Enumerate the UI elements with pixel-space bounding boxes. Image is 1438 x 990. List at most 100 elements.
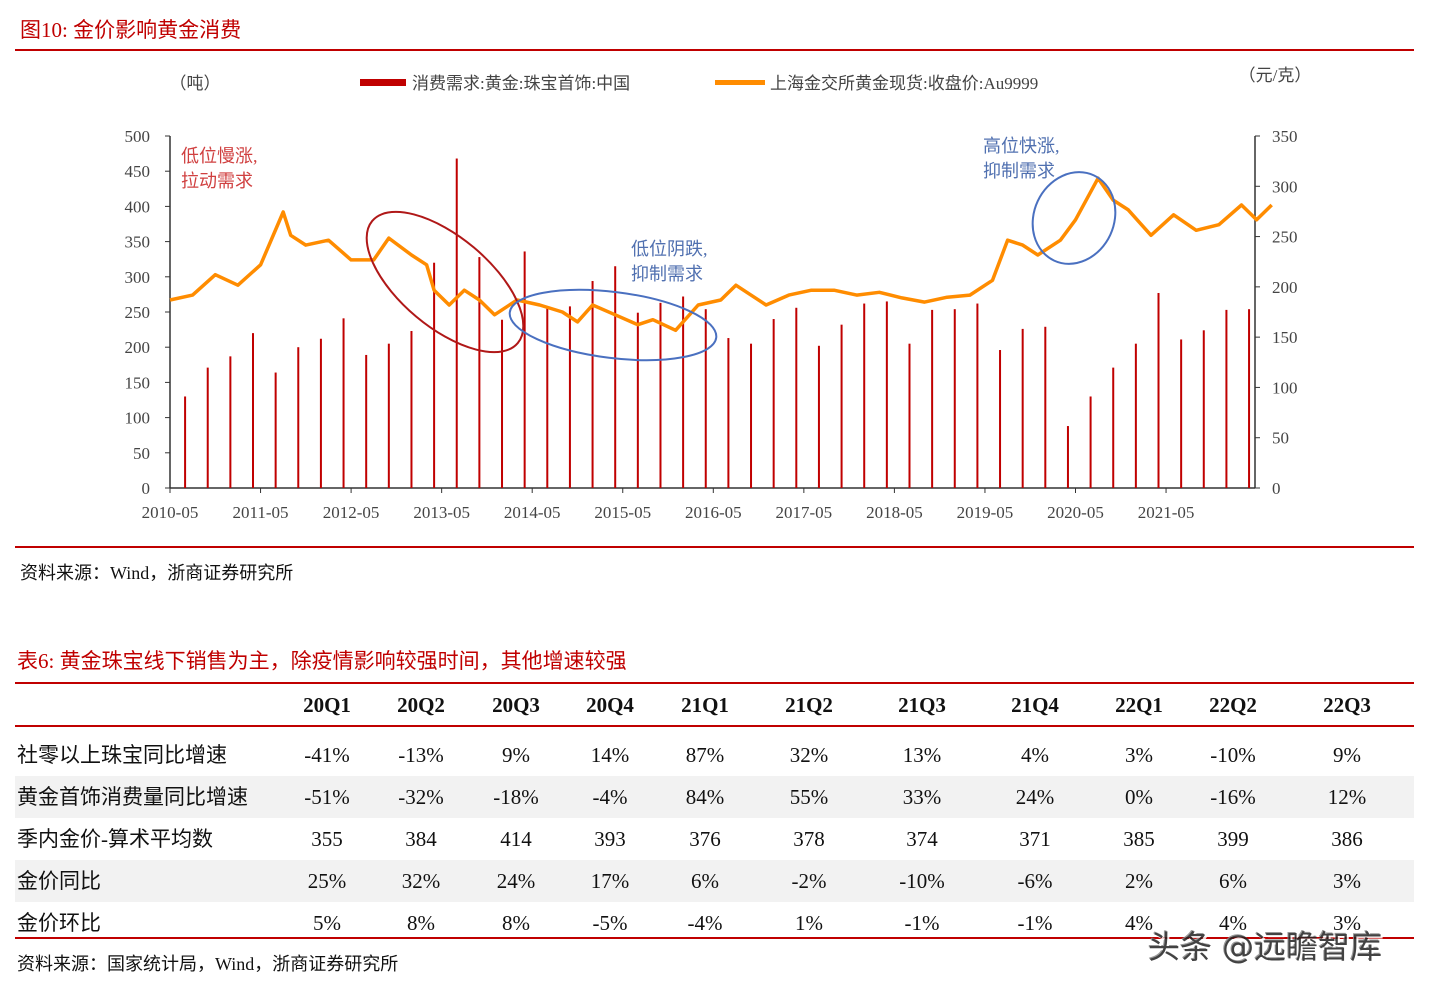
right-unit-label: （元/克） <box>1239 66 1312 85</box>
table-cell: 24% <box>1015 785 1055 809</box>
table-cell: 4% <box>1219 911 1247 935</box>
column-header: 21Q1 <box>681 693 729 717</box>
bar-2019-10 <box>1021 328 1024 488</box>
figure-title: 图10: 金价影响黄金消费 <box>20 18 242 42</box>
table-cell: 385 <box>1123 827 1155 851</box>
legend-bar-swatch <box>360 79 406 86</box>
bar-2014-01 <box>501 319 504 488</box>
bar-2018-04 <box>885 301 888 488</box>
bar-2021-07 <box>1180 339 1183 488</box>
bar-2019-01 <box>953 309 956 488</box>
x-tick-label: 2011-05 <box>233 503 289 522</box>
x-tick-label: 2015-05 <box>594 503 651 522</box>
annotation-text: 低位慢涨, <box>181 146 258 166</box>
table-cell: 17% <box>590 869 630 893</box>
bar-2017-01 <box>772 319 775 488</box>
right-tick-label: 0 <box>1272 479 1281 498</box>
right-tick-label: 100 <box>1272 378 1298 397</box>
table-row: 社零以上珠宝同比增速 -41% -13% 9% 14% 87% 32% 13% 4% 3% -10%… <box>15 734 1414 776</box>
left-tick-label: 50 <box>133 444 150 463</box>
row-label: 社零以上珠宝同比增速 <box>17 743 227 767</box>
annotation-text: 抑制需求 <box>631 264 703 284</box>
right-tick-label: 50 <box>1272 429 1289 448</box>
table-cell: 376 <box>689 827 721 851</box>
column-header: 20Q2 <box>397 693 445 717</box>
table-row: 黄金首饰消费量同比增速 -51% -32% -18% -4% 84% 55% 33% 24% 0%… <box>15 776 1414 818</box>
x-tick-label: 2017-05 <box>776 503 833 522</box>
x-tick-label: 2020-05 <box>1047 503 1104 522</box>
annotation-text: 高位快涨, <box>983 136 1060 156</box>
column-header: 21Q3 <box>898 693 946 717</box>
table-cell: 374 <box>906 827 938 851</box>
x-tick-label: 2013-05 <box>413 503 470 522</box>
table-cell: 87% <box>685 743 725 767</box>
table-cell: 8% <box>502 911 530 935</box>
table-cell: -16% <box>1210 785 1256 809</box>
bar-2010-10 <box>206 367 209 488</box>
bar-2014-07 <box>546 306 549 488</box>
table-cell: 25% <box>307 869 347 893</box>
column-header: 20Q3 <box>492 693 540 717</box>
bar-2012-01 <box>319 338 322 488</box>
bar-2013-10 <box>478 257 481 488</box>
table-cell: 4% <box>1021 743 1049 767</box>
x-tick-label: 2019-05 <box>957 503 1014 522</box>
table-cell: 84% <box>685 785 725 809</box>
legend-bar-label: 消费需求:黄金:珠宝首饰:中国 <box>412 74 630 93</box>
table-cell: 8% <box>407 911 435 935</box>
bar-2013-01 <box>410 331 413 488</box>
table-cell: -4% <box>592 785 628 809</box>
bar-2022-01 <box>1225 309 1228 488</box>
table-source: 资料来源：国家统计局，Wind，浙商证券研究所 <box>17 954 399 974</box>
bar-2022-04 <box>1248 309 1251 488</box>
bar-2011-01 <box>229 356 232 488</box>
bar-2018-01 <box>863 303 866 488</box>
bar-2017-04 <box>795 307 798 488</box>
bar-2020-04 <box>1066 426 1069 488</box>
right-tick-label: 300 <box>1272 177 1298 196</box>
x-tick-label: 2016-05 <box>685 503 742 522</box>
table-cell: -10% <box>1210 743 1256 767</box>
row-label: 金价环比 <box>17 911 101 935</box>
table-cell: 12% <box>1327 785 1367 809</box>
table-cell: 0% <box>1125 785 1153 809</box>
table-cell: -51% <box>304 785 350 809</box>
table-cell: -5% <box>592 911 628 935</box>
left-tick-label: 150 <box>125 373 151 392</box>
right-tick-label: 250 <box>1272 228 1298 247</box>
annotation-text: 低位阴跌, <box>631 239 708 259</box>
bar-2019-04 <box>976 303 979 488</box>
legend-line-swatch <box>715 80 765 85</box>
left-tick-label: 0 <box>142 479 151 498</box>
left-tick-label: 500 <box>125 127 151 146</box>
bar-2011-04 <box>252 333 255 488</box>
left-tick-label: 250 <box>125 303 151 322</box>
table-cell: 33% <box>902 785 942 809</box>
table-cell: 1% <box>795 911 823 935</box>
table-cell: 386 <box>1331 827 1363 851</box>
bar-2017-10 <box>840 324 843 488</box>
left-tick-label: 350 <box>125 233 151 252</box>
table-cell: -10% <box>899 869 945 893</box>
table-header-row: 20Q1 20Q2 20Q3 20Q4 21Q1 21Q2 21Q3 21Q4 22Q1 22Q2… <box>15 684 1414 726</box>
bar-2011-10 <box>297 347 300 488</box>
column-header: 22Q1 <box>1115 693 1163 717</box>
table-cell: 14% <box>590 743 630 767</box>
table-cell: -18% <box>493 785 539 809</box>
table-cell: 414 <box>500 827 532 851</box>
bar-2014-04 <box>523 251 526 488</box>
watermark: 头条 @远瞻智库 <box>1148 928 1383 966</box>
x-tick-label: 2021-05 <box>1138 503 1195 522</box>
bar-2018-07 <box>908 343 911 488</box>
bar-2020-01 <box>1044 326 1047 488</box>
blue-highlight-ellipse <box>508 288 718 362</box>
table-cell: 24% <box>496 869 536 893</box>
table-cell: 13% <box>902 743 942 767</box>
bar-2012-04 <box>342 318 345 488</box>
bar-2013-04 <box>433 262 436 488</box>
bar-2016-07 <box>727 338 730 488</box>
x-tick-label: 2014-05 <box>504 503 561 522</box>
table-cell: 6% <box>1219 869 1247 893</box>
table-cell: 393 <box>594 827 626 851</box>
table-cell: 5% <box>313 911 341 935</box>
